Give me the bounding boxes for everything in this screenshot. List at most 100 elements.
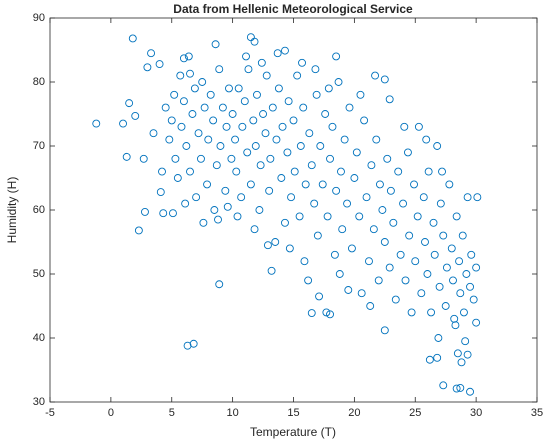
point [268,103,277,112]
y-tick-label: 40 [33,332,45,344]
point [473,193,482,202]
point [447,244,456,253]
point [441,302,450,310]
point [457,358,466,367]
point [267,266,276,275]
point [250,37,259,46]
point [299,103,308,112]
point [218,103,227,112]
point [367,161,376,170]
point [262,71,271,80]
point [173,174,182,182]
point [307,309,316,317]
point [214,215,222,224]
point [176,71,185,80]
point [209,116,218,125]
point [316,142,325,150]
point [434,334,443,342]
point [400,122,409,131]
point [324,84,333,93]
point [234,84,243,93]
point [179,54,188,63]
point [472,318,481,327]
point [170,90,179,99]
point [277,174,286,182]
point [273,49,282,58]
point [365,257,373,266]
y-tick-label: 60 [33,204,45,216]
point [425,355,434,364]
point [438,167,446,176]
point [158,167,166,176]
point [119,119,128,128]
point [186,69,194,78]
point [362,193,371,202]
point [295,212,304,221]
point [298,58,306,67]
point [391,295,400,304]
point [337,167,345,176]
point [424,167,433,176]
point [257,58,266,67]
point [296,142,305,150]
point [371,71,380,80]
point [274,84,283,93]
point [301,180,310,189]
point [323,212,332,221]
point [139,154,148,163]
point [436,199,445,208]
point [290,167,299,176]
point [466,387,474,396]
x-tick-label: -5 [45,407,55,419]
point [357,289,366,298]
point [249,116,258,125]
point [422,135,431,144]
point [360,116,369,125]
point [184,52,193,61]
point [380,326,389,335]
point [283,148,292,157]
y-tick-label: 70 [33,140,45,152]
point [237,193,246,202]
x-tick-label: 30 [470,407,482,419]
point [352,148,361,157]
point [199,218,208,227]
point [255,206,264,214]
point [147,49,156,58]
point [456,289,465,298]
point [242,52,250,61]
point [466,282,474,291]
point [462,270,471,278]
x-tick-label: 15 [287,407,299,419]
point [198,78,207,86]
x-tick-label: 0 [108,407,114,419]
point [167,116,176,125]
point [122,152,131,161]
point [216,142,225,150]
point [453,349,462,358]
point [469,295,478,304]
point [417,289,426,298]
point [430,250,439,259]
point [452,212,461,221]
point [263,241,272,250]
point [472,263,481,272]
x-axis-label: Temperature (T) [250,425,336,439]
point [156,188,165,197]
point [307,161,316,170]
point [141,207,149,216]
point [233,212,242,221]
point [261,129,270,138]
point [399,199,408,208]
x-tick-label: 10 [227,407,239,419]
point [334,78,343,86]
point [232,167,241,176]
point [272,135,281,144]
point [281,46,289,55]
point [439,231,448,240]
point [413,212,422,221]
point [194,129,203,138]
point [429,218,438,227]
point [240,97,249,106]
